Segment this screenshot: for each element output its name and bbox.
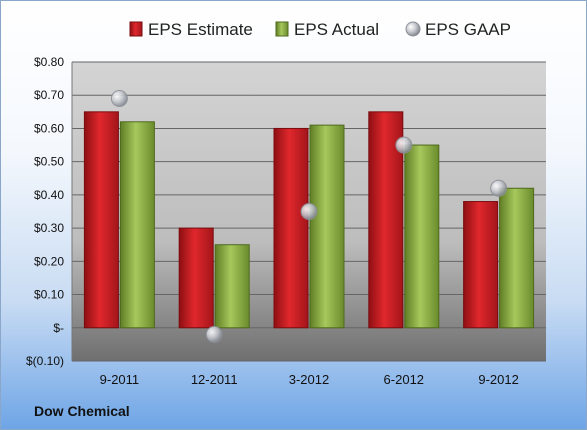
point-eps-gaap bbox=[300, 203, 318, 220]
bar-eps-actual bbox=[309, 124, 345, 329]
legend-swatch bbox=[129, 21, 143, 37]
y-tick-label: $0.40 bbox=[34, 188, 64, 202]
x-category-label: 9-2011 bbox=[100, 372, 140, 387]
point-eps-gaap bbox=[205, 325, 223, 343]
y-tick-label: $0.70 bbox=[34, 88, 64, 102]
y-axis-ticks: $0.80 $0.70 $0.60 $0.50 $0.40 $0.30 $0.20 $0.10… bbox=[26, 55, 64, 368]
company-label: Dow Chemical bbox=[34, 403, 130, 419]
y-tick-label: $- bbox=[53, 321, 64, 335]
bar-eps-estimate bbox=[463, 201, 499, 329]
point-eps-gaap bbox=[490, 179, 508, 197]
bar-eps-estimate bbox=[273, 127, 309, 329]
legend-label: EPS Estimate bbox=[148, 20, 253, 39]
y-tick-label: $0.10 bbox=[34, 288, 64, 302]
bar-eps-actual bbox=[119, 121, 155, 329]
legend-label: EPS Actual bbox=[294, 20, 379, 39]
x-category-label: 3-2012 bbox=[289, 372, 329, 387]
bar-eps-actual bbox=[499, 187, 535, 329]
legend-swatch bbox=[275, 21, 289, 37]
legend-label: EPS GAAP bbox=[425, 20, 511, 39]
y-tick-label: $0.30 bbox=[34, 221, 64, 235]
legend: EPS Estimate EPS Actual EPS GAAP bbox=[129, 20, 511, 39]
y-tick-label: $0.60 bbox=[34, 121, 64, 135]
x-category-label: 12-2011 bbox=[191, 372, 238, 387]
bar-eps-actual bbox=[404, 144, 440, 329]
x-axis-categories: 9-2011 12-2011 3-2012 6-2012 9-2012 bbox=[100, 372, 519, 387]
gaap-points bbox=[110, 90, 508, 343]
bar-eps-actual bbox=[214, 244, 250, 329]
y-tick-label: $0.80 bbox=[34, 55, 64, 69]
bar-eps-estimate bbox=[178, 227, 214, 329]
y-tick-label: $0.50 bbox=[34, 155, 64, 169]
y-tick-label: $(0.10) bbox=[26, 354, 64, 368]
bars bbox=[83, 111, 535, 329]
point-eps-gaap bbox=[110, 90, 128, 108]
x-category-label: 6-2012 bbox=[384, 372, 424, 387]
bar-eps-estimate bbox=[83, 111, 119, 329]
x-category-label: 9-2012 bbox=[478, 372, 518, 387]
point-eps-gaap bbox=[395, 136, 413, 154]
legend-swatch bbox=[405, 21, 421, 37]
y-tick-label: $0.20 bbox=[34, 254, 64, 268]
